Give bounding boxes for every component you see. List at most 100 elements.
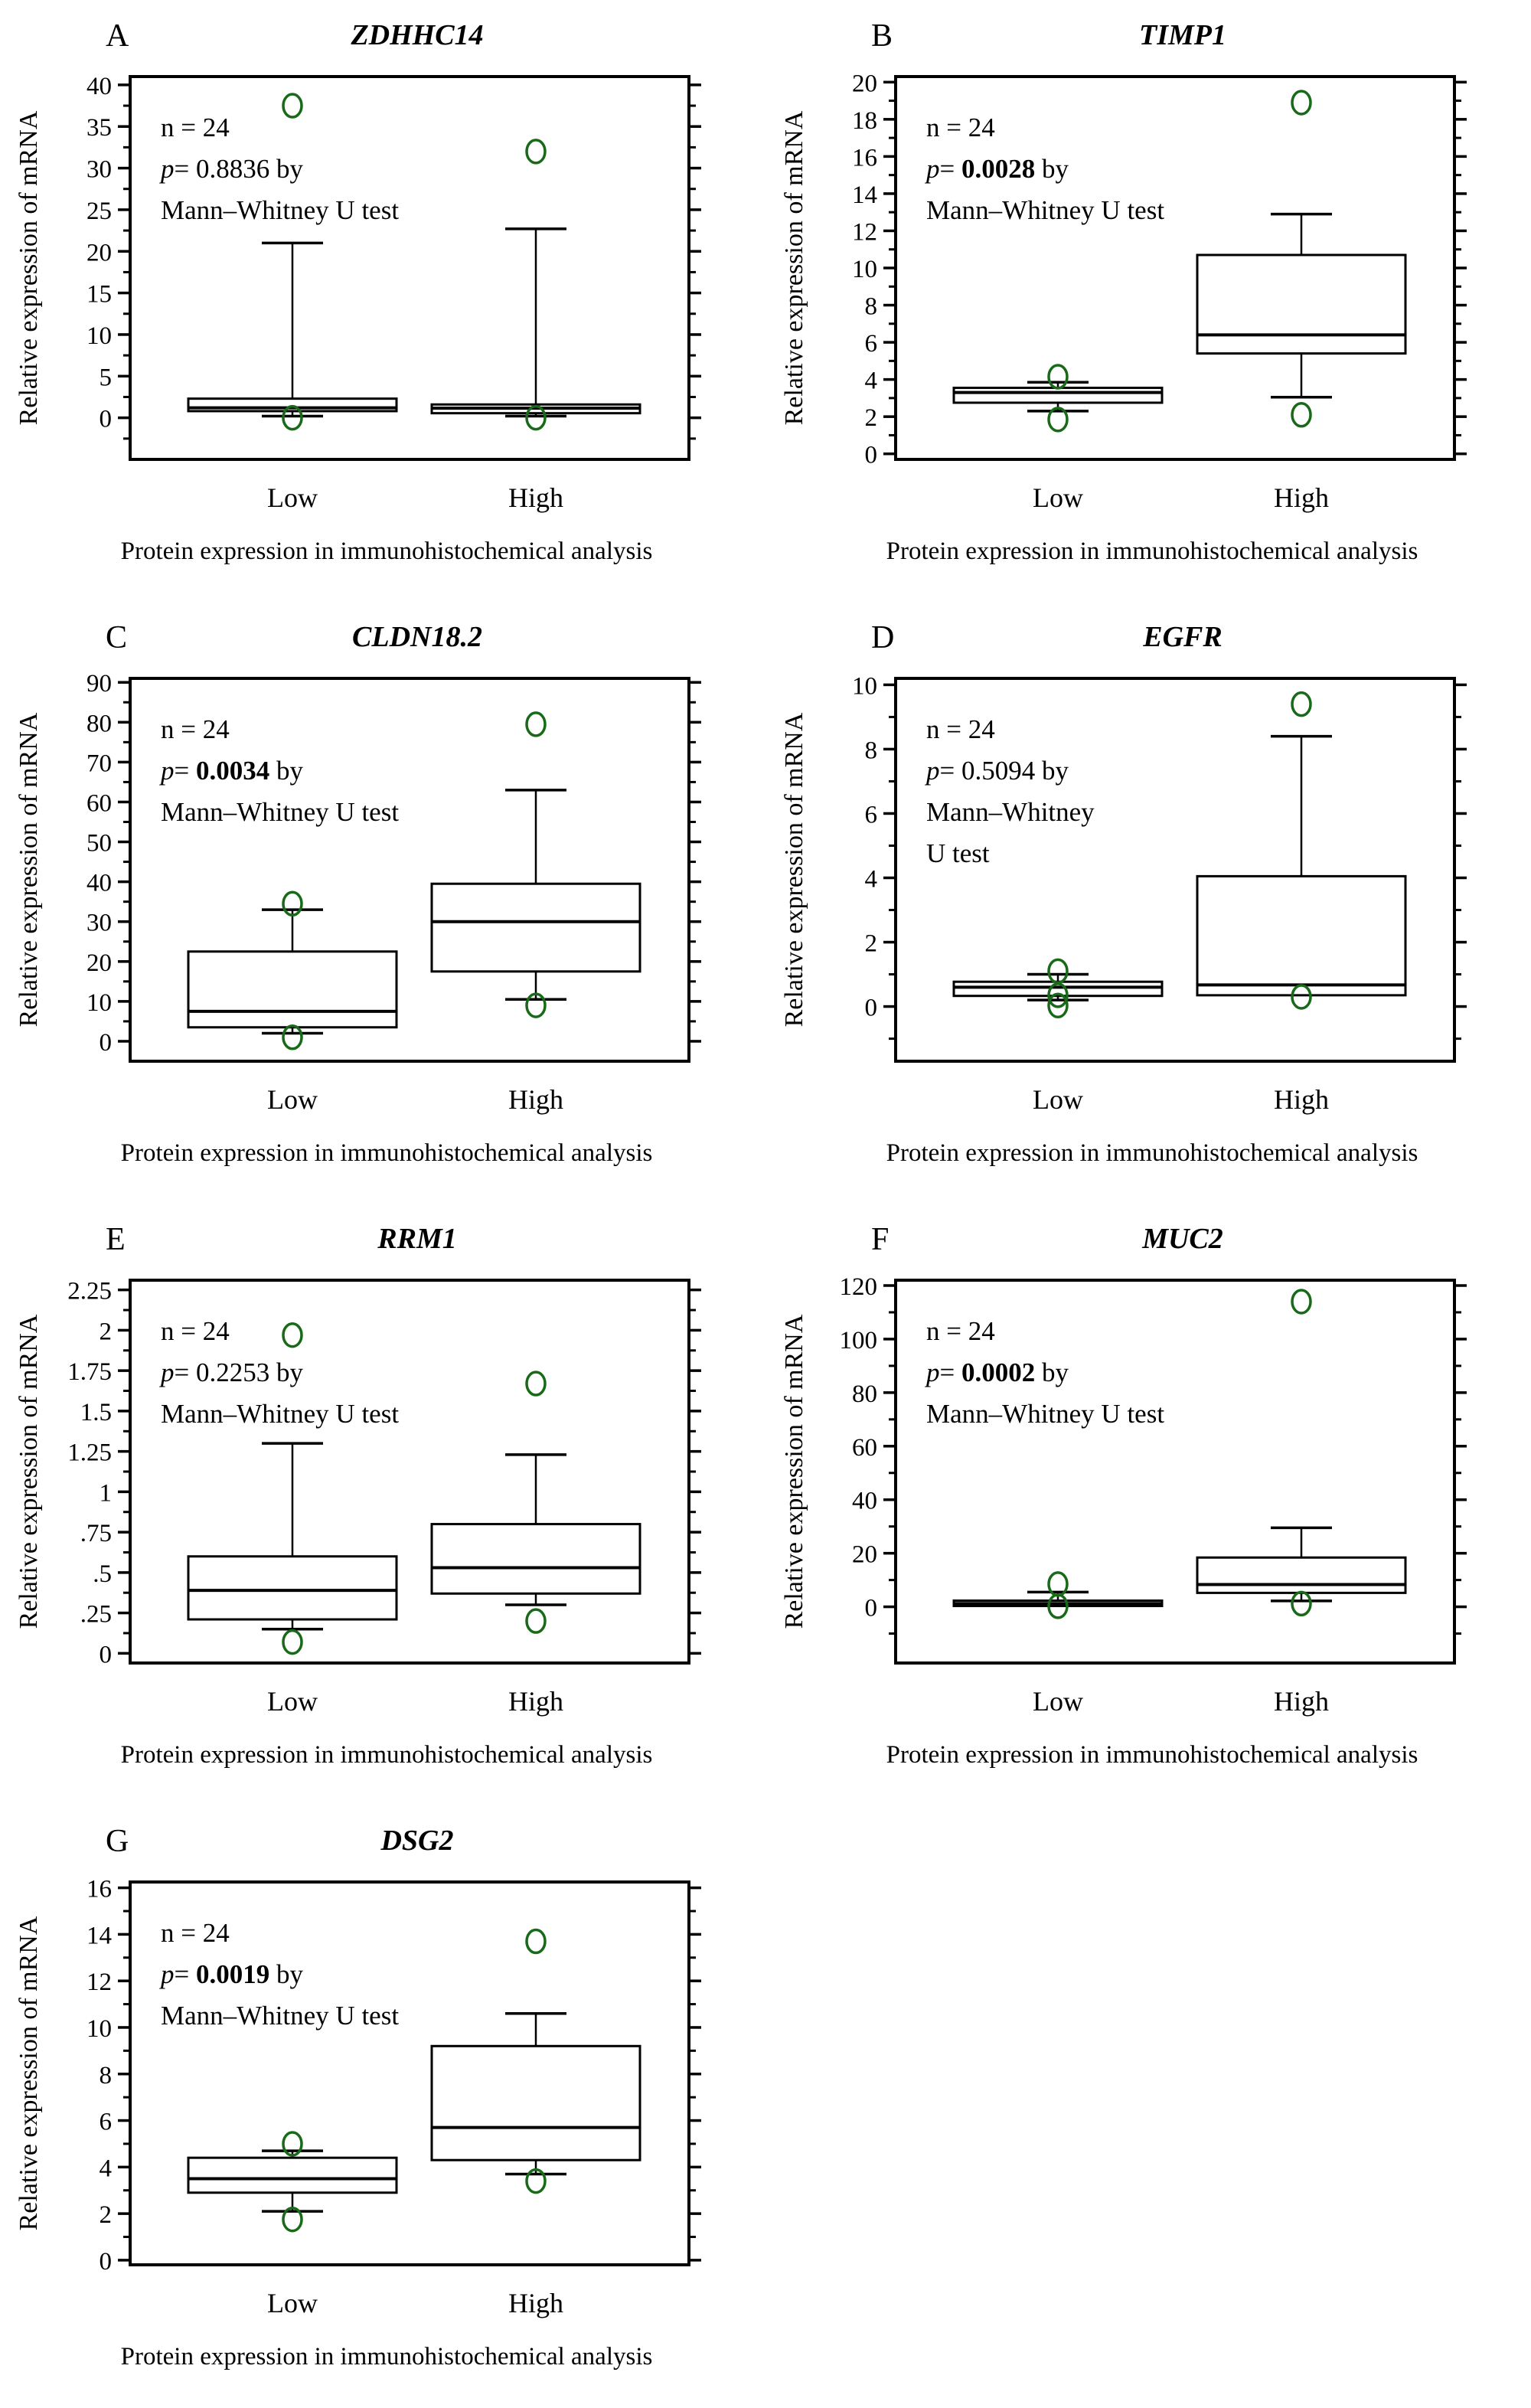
y-axis-tick-label: 6 <box>100 2109 113 2136</box>
y-axis-tick-label: 8 <box>100 2062 113 2089</box>
outlier-circle <box>525 404 547 431</box>
axis-caption: Protein expression in immunohistochemica… <box>121 1139 653 1167</box>
p-value-number: 0.8836 <box>196 154 269 184</box>
boxplot-zdhhc14: 40 35 30 25 20 15 10 5 0 Low High A ZDHHC14 Relative … <box>15 18 701 565</box>
p-value-text: p= 0.8836 by <box>158 154 304 184</box>
y-axis-tick-label: 40 <box>87 870 112 897</box>
p-symbol: p <box>158 1959 175 1989</box>
y-axis-tick-label: 15 <box>87 281 112 309</box>
y-axis-tick-label: 70 <box>87 750 112 777</box>
y-axis-tick-label: 5 <box>100 364 113 391</box>
gene-title: CLDN18.2 <box>352 621 482 653</box>
boxplot-muc2: 120 100 80 60 40 20 0 Low High F MUC2 Relative expr… <box>780 1222 1467 1769</box>
y-axis-tick-label: 0 <box>865 442 878 469</box>
y-axis-title: Relative expression of mRNA <box>15 712 43 1027</box>
p-symbol: p <box>924 1358 940 1387</box>
y-axis-tick-label: 8 <box>865 293 878 321</box>
x-tick-label: Low <box>267 1084 318 1115</box>
panel-letter: E <box>106 1222 126 1257</box>
x-tick-label: Low <box>1033 1686 1083 1717</box>
y-axis-tick-label: 4 <box>865 866 878 894</box>
axis-caption: Protein expression in immunohistochemica… <box>886 537 1418 565</box>
panel-d-egfr: 10 8 6 4 2 0 Low High D EGFR Relative expression o… <box>766 602 1531 1204</box>
p-value-text: p= 0.0019 by <box>158 1959 304 1989</box>
y-axis-tick-label: 2 <box>100 1318 113 1345</box>
y-axis-tick-label: 18 <box>852 107 877 135</box>
outlier-circle <box>1291 691 1312 717</box>
plot-border <box>894 677 1456 1063</box>
gene-title: RRM1 <box>377 1223 456 1255</box>
y-axis-tick-label: 35 <box>87 114 112 142</box>
test-name-text: Mann–Whitney U test <box>161 2001 399 2031</box>
sample-size-text: n = 24 <box>161 1918 230 1948</box>
x-tick-label: Low <box>267 1686 318 1717</box>
plot-border <box>129 75 690 461</box>
y-axis-title: Relative expression of mRNA <box>780 712 808 1027</box>
axis-caption: Protein expression in immunohistochemica… <box>886 1139 1418 1167</box>
p-symbol: p <box>158 154 175 184</box>
y-axis-tick-label: 20 <box>87 949 112 977</box>
x-tick-label: Low <box>267 2288 318 2318</box>
y-axis-tick-label: 1.75 <box>67 1358 112 1386</box>
p-value-number: 0.5094 <box>961 756 1035 786</box>
panel-letter: C <box>106 620 127 655</box>
x-tick-label: High <box>1274 1686 1329 1717</box>
y-axis-tick-label: 2 <box>865 930 878 958</box>
outlier-circle <box>1291 984 1312 1010</box>
y-axis-title: Relative expression of mRNA <box>15 1314 43 1629</box>
y-axis-tick-label: 0 <box>865 995 878 1022</box>
panel-letter: F <box>871 1222 889 1257</box>
axis-caption: Protein expression in immunohistochemica… <box>121 2343 653 2370</box>
sample-size-text: n = 24 <box>161 1316 230 1346</box>
y-axis-tick-label: 1.25 <box>67 1439 112 1467</box>
outlier-circle <box>282 93 303 119</box>
y-axis-tick-label: 16 <box>87 1876 112 1903</box>
p-suffix: by <box>269 756 303 786</box>
test-name-text: Mann–Whitney U test <box>161 797 399 827</box>
y-axis-tick-label: 6 <box>865 801 878 828</box>
gene-title: ZDHHC14 <box>350 19 483 51</box>
y-axis-tick-label: 80 <box>87 710 112 737</box>
sample-size-text: n = 24 <box>926 1316 995 1346</box>
x-tick-label: High <box>508 1686 563 1717</box>
y-axis-tick-label: 1 <box>100 1479 113 1507</box>
gene-title: DSG2 <box>380 1825 453 1857</box>
p-symbol: p <box>924 154 940 184</box>
outlier-circle <box>1291 90 1312 116</box>
p-symbol: p <box>924 756 940 786</box>
p-equals: = <box>940 756 962 786</box>
axis-caption: Protein expression in immunohistochemica… <box>121 1741 653 1769</box>
boxplot-egfr: 10 8 6 4 2 0 Low High D EGFR Relative expression o… <box>780 620 1467 1167</box>
y-axis-tick-label: 20 <box>852 1541 877 1569</box>
outlier-circle <box>525 1608 547 1634</box>
y-axis-tick-label: 30 <box>87 910 112 937</box>
p-value-number: 0.0002 <box>961 1358 1035 1387</box>
p-equals: = <box>175 756 197 786</box>
outlier-circle <box>1291 1289 1312 1315</box>
y-axis-tick-label: 4 <box>100 2155 113 2182</box>
y-axis-tick-label: 20 <box>852 70 877 97</box>
p-symbol: p <box>158 756 175 786</box>
boxplot-dsg2: 16 14 12 10 8 6 4 2 0 Low High G DSG2 Relative expres… <box>15 1824 701 2370</box>
outlier-circle <box>1047 364 1069 390</box>
x-tick-label: Low <box>1033 1084 1083 1115</box>
sample-size-text: n = 24 <box>161 714 230 744</box>
iqr-box <box>187 950 398 1029</box>
x-tick-label: Low <box>1033 482 1083 513</box>
y-axis-tick-label: 4 <box>865 368 878 395</box>
p-suffix: by <box>1035 1358 1069 1387</box>
outlier-circle <box>525 1371 547 1397</box>
iqr-box <box>1196 253 1407 355</box>
test-name-text: Mann–Whitney U test <box>926 1399 1164 1429</box>
outlier-circle <box>525 139 547 165</box>
test-name-text: Mann–Whitney U test <box>161 195 399 225</box>
p-suffix: by <box>269 1959 303 1989</box>
iqr-box <box>430 2044 641 2161</box>
axis-caption: Protein expression in immunohistochemica… <box>886 1741 1418 1769</box>
p-value-number: 0.0028 <box>961 154 1035 184</box>
p-suffix: by <box>269 154 303 184</box>
p-value-number: 0.0034 <box>196 756 269 786</box>
p-equals: = <box>940 1358 962 1387</box>
y-axis-tick-label: 40 <box>87 73 112 100</box>
